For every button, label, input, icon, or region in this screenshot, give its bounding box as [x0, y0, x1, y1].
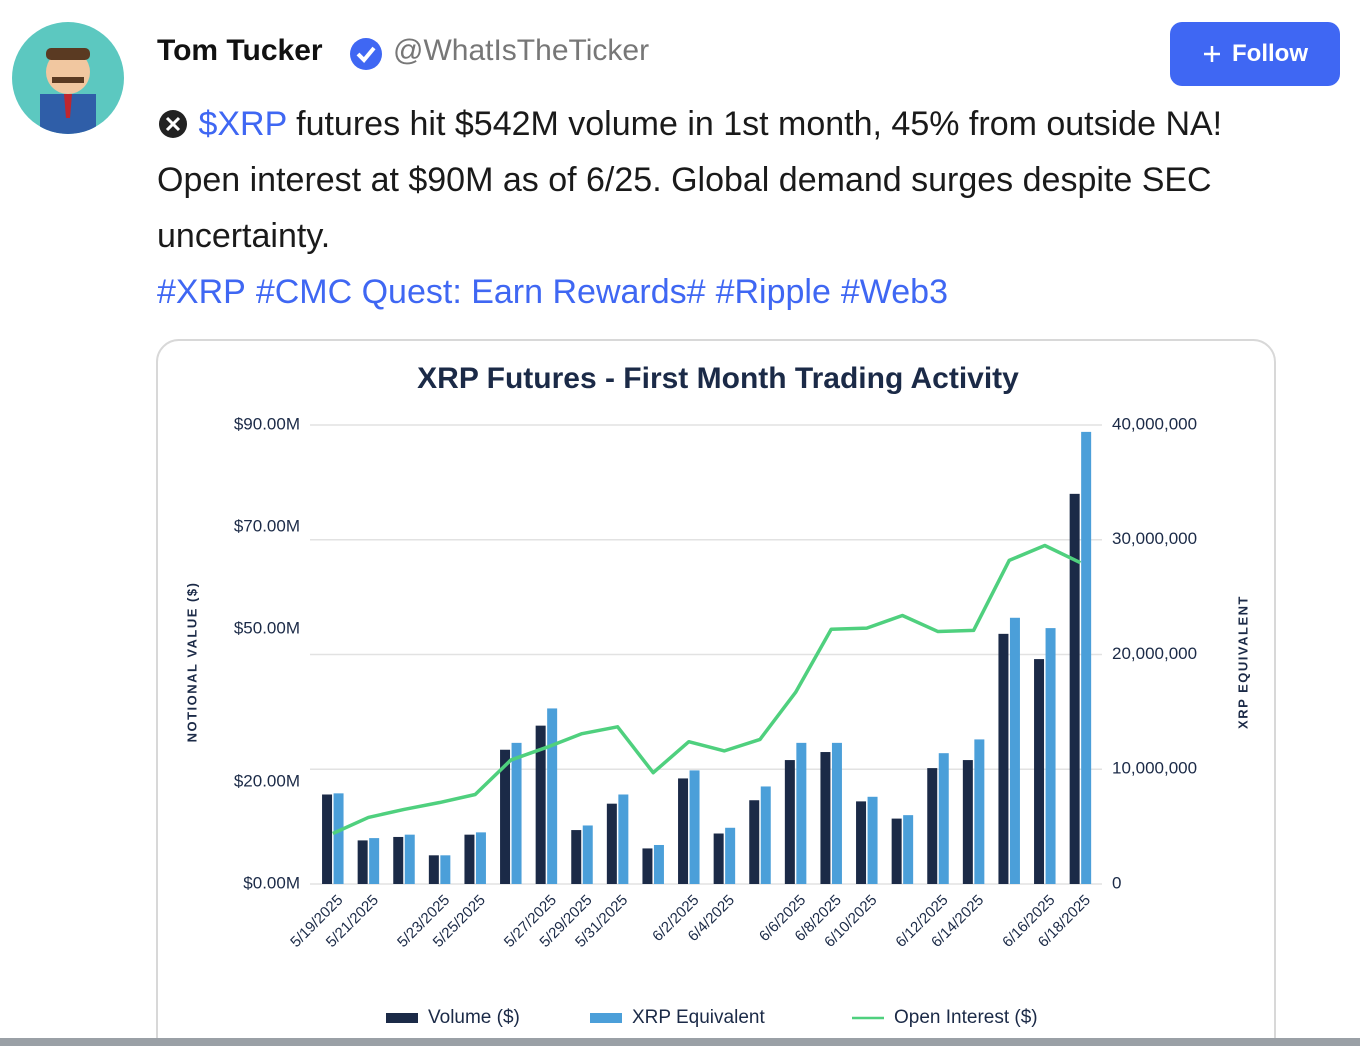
hashtags: #XRP #CMC Quest: Earn Rewards# #Ripple #Web… — [157, 264, 1307, 320]
bar — [511, 742, 522, 884]
chart-title: XRP Futures - First Month Trading Activi… — [417, 362, 1019, 395]
legend-label: Volume ($) — [428, 1007, 520, 1028]
bar — [796, 742, 807, 884]
x-icon — [159, 110, 187, 138]
author-handle[interactable]: @WhatIsTheTicker — [393, 34, 650, 67]
follow-label: Follow — [1232, 40, 1308, 67]
bar — [831, 742, 842, 884]
bar — [903, 815, 914, 884]
bar — [820, 752, 831, 884]
y2-axis-label: XRP EQUIVALENT — [1235, 595, 1250, 729]
bar — [962, 760, 973, 884]
bar — [475, 832, 486, 884]
legend-label: Open Interest ($) — [894, 1007, 1038, 1028]
cashtag[interactable]: $XRP — [198, 105, 287, 143]
author-name[interactable]: Tom Tucker — [157, 34, 323, 67]
bottom-bar — [0, 1038, 1360, 1046]
y2-tick-label: 30,000,000 — [1112, 529, 1197, 548]
bar — [998, 633, 1009, 884]
bar — [357, 840, 368, 884]
bar — [618, 794, 629, 884]
post-body: futures hit $542M volume in 1st month, 4… — [157, 105, 1223, 255]
bar — [369, 838, 380, 884]
legend-swatch — [386, 1013, 418, 1023]
post-text: $XRP futures hit $542M volume in 1st mon… — [157, 96, 1307, 320]
bar — [713, 833, 724, 884]
bar — [333, 793, 344, 884]
avatar-art — [40, 48, 96, 134]
bar — [678, 778, 689, 884]
bar — [689, 770, 700, 884]
bar — [642, 848, 653, 884]
bar — [974, 739, 985, 884]
bar — [582, 825, 593, 884]
bar — [500, 749, 511, 884]
avatar[interactable] — [12, 22, 124, 134]
legend-label: XRP Equivalent — [632, 1007, 765, 1028]
bar — [856, 801, 867, 884]
verified-badge — [350, 38, 382, 70]
bar — [725, 827, 736, 884]
bar — [1009, 617, 1020, 884]
bar — [927, 768, 938, 884]
y-tick-label: $20.00M — [234, 771, 300, 790]
line — [332, 543, 1082, 836]
bar — [867, 796, 878, 884]
bar — [464, 834, 475, 884]
bar — [1081, 431, 1092, 884]
legend-swatch — [590, 1013, 622, 1023]
follow-button[interactable]: Follow — [1170, 22, 1340, 86]
bar — [1034, 659, 1045, 884]
y-tick-label: $70.00M — [234, 516, 300, 535]
bar — [322, 794, 333, 884]
bar — [393, 836, 404, 884]
bar — [760, 786, 771, 884]
y-tick-label: $90.00M — [234, 414, 300, 433]
bar — [749, 800, 760, 884]
bar — [1069, 493, 1080, 884]
bar — [535, 725, 546, 884]
bar — [428, 855, 439, 884]
bar — [1045, 628, 1056, 884]
y2-tick-label: 10,000,000 — [1112, 759, 1197, 778]
y2-tick-label: 20,000,000 — [1112, 644, 1197, 663]
hashtag[interactable]: #XRP — [157, 273, 246, 311]
y2-tick-label: 40,000,000 — [1112, 414, 1197, 433]
y-axis-label: NOTIONAL VALUE ($) — [184, 582, 199, 743]
bar — [571, 830, 582, 884]
y2-tick-label: 0 — [1112, 873, 1121, 892]
hashtag[interactable]: #Ripple — [715, 273, 831, 311]
plus-icon — [1204, 46, 1220, 62]
bar — [404, 834, 415, 884]
y-tick-label: $0.00M — [243, 873, 300, 892]
bar — [547, 708, 558, 884]
y-tick-label: $50.00M — [234, 618, 300, 637]
hashtag[interactable]: #CMC Quest: Earn Rewards# — [255, 273, 706, 311]
bar — [653, 844, 664, 884]
bar — [891, 818, 902, 884]
bar — [938, 753, 949, 884]
bar — [440, 855, 451, 884]
bar — [606, 803, 617, 884]
bar — [784, 760, 795, 884]
hashtag[interactable]: #Web3 — [840, 273, 948, 311]
